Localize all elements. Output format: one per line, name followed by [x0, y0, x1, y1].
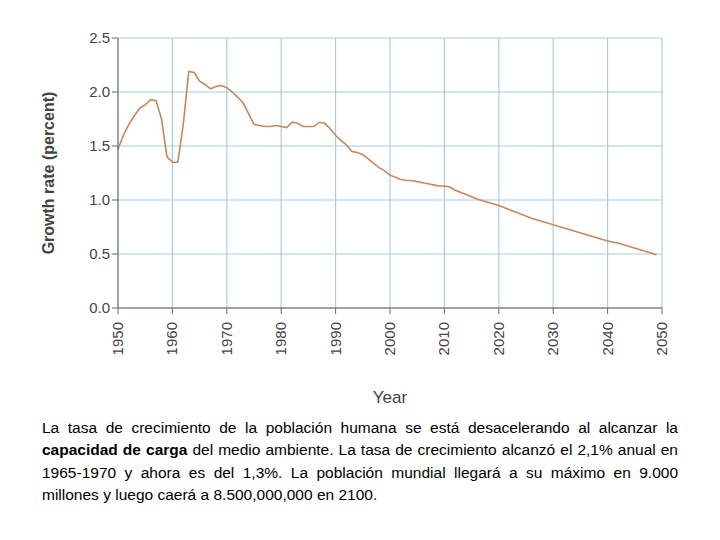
- svg-text:1990: 1990: [327, 322, 344, 355]
- svg-text:2000: 2000: [381, 322, 398, 355]
- svg-text:1950: 1950: [109, 322, 126, 355]
- svg-text:2040: 2040: [599, 322, 616, 355]
- svg-text:1.5: 1.5: [89, 137, 110, 154]
- svg-text:2030: 2030: [544, 322, 561, 355]
- svg-text:2.5: 2.5: [89, 29, 110, 46]
- svg-text:1980: 1980: [272, 322, 289, 355]
- svg-text:2050: 2050: [653, 322, 670, 355]
- svg-text:Growth rate (percent): Growth rate (percent): [40, 92, 57, 255]
- svg-text:2.0: 2.0: [89, 83, 110, 100]
- svg-text:0.0: 0.0: [89, 299, 110, 316]
- svg-text:1.0: 1.0: [89, 191, 110, 208]
- html-text:La tasa de crecimiento de la p: La tasa de crecimiento de la población h…: [42, 419, 678, 436]
- svg-text:0.5: 0.5: [89, 245, 110, 262]
- html-text:capacidad de carga del medio a: capacidad de carga del medio ambiente. L…: [42, 441, 678, 504]
- svg-text:2020: 2020: [490, 322, 507, 355]
- svg-text:1960: 1960: [163, 322, 180, 355]
- svg-text:Year: Year: [373, 388, 408, 407]
- svg-text:2010: 2010: [435, 322, 452, 355]
- svg-text:1970: 1970: [218, 322, 235, 355]
